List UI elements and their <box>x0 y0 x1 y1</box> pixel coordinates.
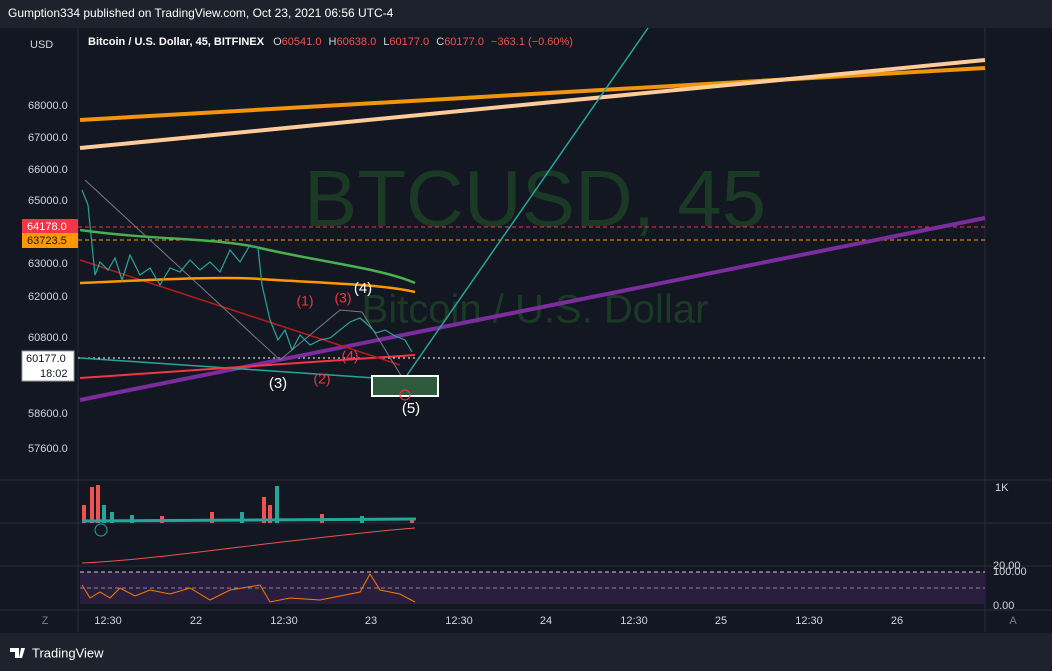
c-label: C <box>436 36 444 48</box>
currency: USD <box>30 39 53 51</box>
time-label: 22 <box>190 615 202 627</box>
rsi-scale: 20.00 <box>993 560 1021 572</box>
wave-label: (3) <box>269 375 287 392</box>
price-label: 62000.0 <box>28 291 68 303</box>
watermark-ticker: BTCUSD, 45 <box>304 154 766 243</box>
volume-bar <box>210 512 214 523</box>
badge-text: 64178.0 <box>27 221 67 233</box>
wave-path <box>84 179 406 383</box>
volume-bar <box>82 505 86 523</box>
close: 60177.0 <box>444 36 484 48</box>
rsi-scale: 100.00 <box>993 566 1027 578</box>
time-label: 26 <box>891 615 903 627</box>
time-label: 12:30 <box>795 615 823 627</box>
target-box <box>371 375 439 397</box>
time-label: 12:30 <box>270 615 298 627</box>
high: 60638.0 <box>336 36 376 48</box>
wave-label: (4) <box>354 280 372 297</box>
volume-bar <box>90 487 94 523</box>
price-path <box>81 189 413 353</box>
h-label: H <box>329 36 337 48</box>
price-label: 57600.0 <box>28 443 68 455</box>
footer <box>0 633 1052 671</box>
rsi-scale: 0.00 <box>993 600 1014 612</box>
top-bar <box>0 0 1052 28</box>
brand: TradingView <box>32 645 104 660</box>
volume-bar <box>268 505 272 523</box>
wave-label: (3) <box>334 290 351 306</box>
price-label: 60800.0 <box>28 332 68 344</box>
change: −363.1 (−0.60%) <box>491 36 573 48</box>
corner-label: A <box>1009 615 1017 627</box>
l-label: L <box>383 36 389 48</box>
time-label: 12:30 <box>620 615 648 627</box>
volume-bar <box>275 486 279 523</box>
volume-base <box>81 517 417 523</box>
volume-bars <box>82 485 414 523</box>
wave-label: (2) <box>313 371 330 387</box>
trend-line <box>79 259 401 366</box>
open: 60541.0 <box>282 36 322 48</box>
logo <box>10 648 25 658</box>
trend-line <box>79 216 986 402</box>
badge-text: 63723.5 <box>27 235 67 247</box>
price-label: 66000.0 <box>28 164 68 176</box>
price-label: 67000.0 <box>28 132 68 144</box>
event-icon <box>94 523 108 537</box>
badge <box>22 233 78 248</box>
wave-label: (1) <box>296 293 313 309</box>
indicator-line <box>81 527 416 564</box>
price-label: 63000.0 <box>28 258 68 270</box>
badge <box>21 350 75 382</box>
trend-line <box>79 354 416 379</box>
time-label: 12:30 <box>445 615 473 627</box>
moving-average <box>79 228 416 285</box>
volume-bar <box>110 512 114 523</box>
time-label: 12:30 <box>94 615 122 627</box>
corner-label: Z <box>42 615 49 627</box>
moving-average <box>79 276 416 294</box>
volume-bar <box>240 512 244 523</box>
trend-line <box>79 357 406 381</box>
o-label: O <box>273 36 282 48</box>
rsi-line <box>81 573 416 603</box>
wave-label: (4) <box>341 348 358 364</box>
badge-text: 18:02 <box>40 368 68 380</box>
symbol: Bitcoin / U.S. Dollar, 45, BITFINEX <box>88 36 265 48</box>
volume-scale: 1K <box>995 482 1009 494</box>
time-label: 23 <box>365 615 377 627</box>
wave-label: (5) <box>402 400 420 417</box>
legend: Bitcoin / U.S. Dollar, 45, BITFINEX O605… <box>88 36 573 48</box>
published-text: Gumption334 published on TradingView.com… <box>8 6 394 20</box>
trend-line <box>79 66 986 122</box>
time-axis: 12:30 22 12:30 23 12:30 24 12:30 25 12:3… <box>94 615 903 627</box>
badge-text: 60177.0 <box>26 353 66 365</box>
badge <box>22 219 78 234</box>
price-label: 68000.0 <box>28 100 68 112</box>
price-label: 65000.0 <box>28 195 68 207</box>
volume-bar <box>96 485 100 523</box>
price-label: 58600.0 <box>28 408 68 420</box>
trend-line <box>404 27 649 379</box>
volume-bar <box>102 505 106 523</box>
trend-line <box>79 58 986 150</box>
volume-bar <box>130 515 134 523</box>
time-label: 25 <box>715 615 727 627</box>
low: 60177.0 <box>389 36 429 48</box>
volume-bar <box>262 497 266 523</box>
price-axis: 68000.0 67000.0 66000.0 65000.0 63000.0 … <box>28 100 68 455</box>
time-label: 24 <box>540 615 552 627</box>
marker <box>399 389 411 401</box>
